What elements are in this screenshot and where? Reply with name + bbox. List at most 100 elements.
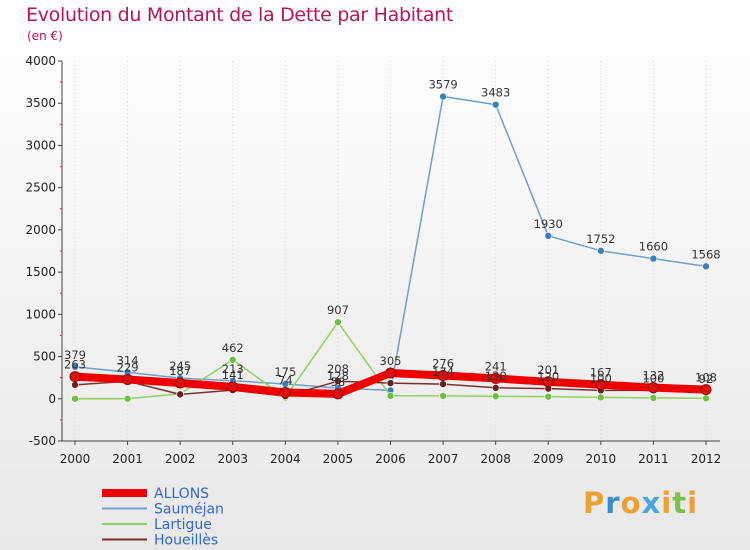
data-label: 1660	[639, 240, 668, 254]
data-point	[647, 382, 659, 394]
data-point	[544, 232, 553, 240]
data-label: 229	[117, 360, 139, 374]
logo-letter: o	[620, 486, 642, 520]
data-label: 108	[695, 371, 717, 385]
x-tick-label: 2004	[270, 452, 301, 466]
data-point	[542, 376, 554, 388]
data-point	[174, 377, 186, 389]
x-tick-label: 2002	[165, 452, 196, 466]
data-point	[279, 387, 291, 399]
data-point	[702, 262, 710, 271]
logo-letter: i	[687, 486, 699, 520]
data-label: 58	[331, 375, 346, 389]
x-tick-label: 2006	[375, 452, 406, 466]
data-label: 130	[485, 369, 507, 383]
data-label: 241	[485, 359, 507, 373]
data-point	[437, 369, 449, 381]
data-label: 92	[699, 372, 714, 386]
data-point	[439, 380, 447, 388]
y-tick-label: 3500	[25, 96, 56, 110]
legend-label: Lartigue	[154, 517, 212, 533]
data-label: 263	[64, 358, 86, 372]
data-point	[385, 367, 396, 379]
data-point	[439, 92, 447, 101]
data-label: 120	[537, 370, 559, 384]
data-label: 174	[432, 365, 454, 379]
legend-label: Houeillès	[154, 533, 218, 549]
data-point	[597, 247, 605, 255]
data-label: 305	[380, 354, 402, 368]
data-label: 141	[222, 368, 244, 382]
data-point	[332, 388, 344, 400]
data-point	[702, 394, 710, 403]
logo-letter: x	[641, 486, 662, 520]
data-label: 907	[327, 303, 349, 317]
x-tick-label: 2005	[323, 452, 354, 466]
x-tick-label: 2010	[586, 452, 617, 466]
data-label: 201	[537, 363, 559, 377]
data-label: 3579	[428, 78, 457, 92]
x-tick-label: 2009	[533, 452, 564, 466]
y-tick-label: 2500	[25, 181, 56, 195]
y-tick-label: 1500	[25, 265, 56, 279]
x-tick-label: 2008	[480, 452, 511, 466]
data-point	[334, 318, 342, 326]
data-point	[69, 371, 81, 383]
y-tick-label: 3000	[25, 138, 56, 152]
data-label: 167	[590, 366, 612, 380]
data-label: 276	[432, 356, 454, 370]
chart-subtitle: (en €)	[27, 29, 63, 43]
data-point	[386, 391, 395, 400]
data-point	[71, 394, 79, 403]
x-tick-label: 2007	[428, 452, 459, 466]
x-tick-label: 2003	[217, 452, 248, 466]
data-point	[227, 381, 239, 393]
legend-label: ALLONS	[154, 486, 209, 502]
data-label: 245	[169, 359, 191, 373]
logo-letter: i	[661, 486, 673, 520]
data-label: 100	[642, 371, 664, 385]
data-point	[491, 383, 500, 392]
data-point	[176, 390, 184, 399]
x-tick-label: 2001	[112, 452, 143, 466]
data-label: 3483	[481, 86, 510, 100]
data-label: 1568	[691, 247, 720, 261]
data-point	[386, 379, 395, 387]
data-label: 1752	[586, 232, 615, 246]
data-label: 379	[64, 348, 86, 362]
y-tick-label: 2000	[25, 223, 56, 237]
data-label: 314	[117, 353, 139, 367]
logo-letter: t	[672, 486, 688, 520]
data-label: 175	[274, 365, 296, 379]
y-tick-label: 4000	[25, 54, 56, 68]
data-label: 1930	[534, 217, 563, 231]
data-label: 128	[327, 369, 349, 383]
data-label: 213	[222, 362, 244, 376]
data-point	[649, 254, 658, 263]
data-point	[71, 381, 79, 389]
x-tick-label: 2000	[60, 452, 91, 466]
data-point	[595, 379, 607, 391]
data-label: 100	[590, 371, 612, 385]
logo-letter: r	[605, 486, 621, 520]
data-point	[491, 392, 500, 401]
y-tick-label: 0	[48, 392, 56, 406]
data-label: 187	[169, 364, 191, 378]
y-tick-label: 500	[33, 350, 56, 364]
data-label: 132	[642, 369, 664, 383]
data-point	[122, 373, 134, 385]
chart-title: Evolution du Montant de la Dette par Hab…	[26, 4, 454, 26]
data-point	[597, 393, 605, 402]
legend-label: Sauméjan	[154, 502, 224, 518]
logo-letter: P	[583, 486, 606, 520]
data-point	[228, 355, 237, 364]
data-point	[700, 384, 712, 396]
data-point	[491, 100, 500, 109]
x-tick-label: 2011	[638, 452, 669, 466]
y-tick-label: -500	[29, 434, 56, 448]
data-label: 74	[278, 374, 293, 388]
data-point	[544, 392, 553, 401]
data-label: 462	[222, 341, 244, 355]
data-label: 208	[327, 362, 349, 376]
